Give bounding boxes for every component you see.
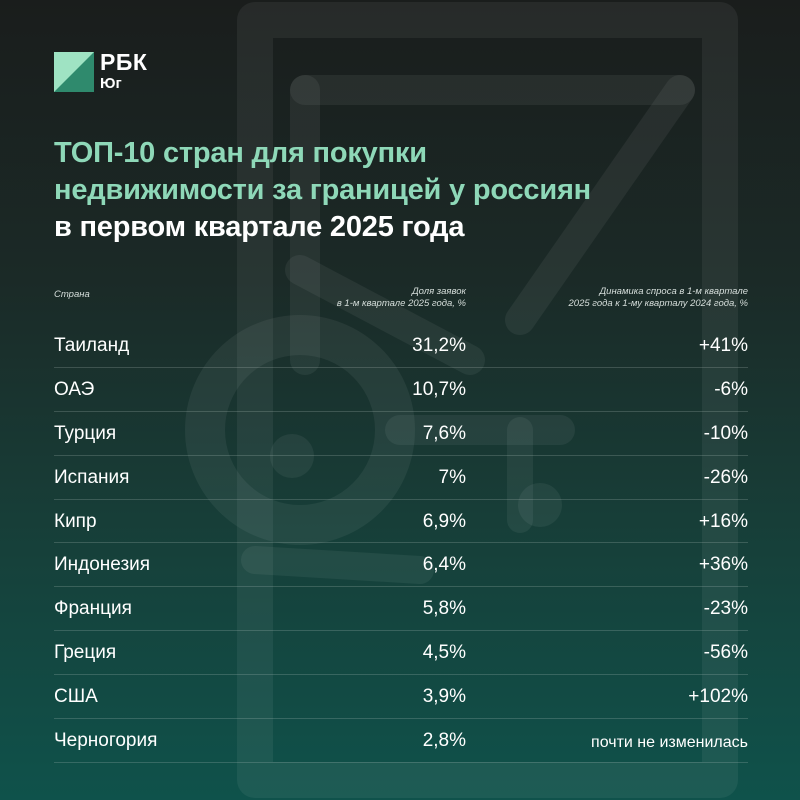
dynamics-value: -23% (703, 598, 748, 620)
share-value: 5,8% (422, 598, 466, 620)
share-value: 6,4% (422, 554, 466, 576)
share-value: 2,8% (422, 730, 466, 752)
country-name: ОАЭ (54, 378, 95, 400)
column-header-dynamics: Динамика спроса в 1-м квартале 2025 года… (480, 286, 749, 310)
share-value: 31,2% (412, 335, 466, 356)
share-value: 7% (438, 466, 466, 488)
table-row: Черногория 2,8% почти не изменилась (54, 719, 748, 763)
country-name: Турция (54, 422, 117, 444)
dynamics-value: -56% (703, 642, 748, 664)
share-value: 4,5% (422, 642, 466, 664)
headline-line-1: ТОП-10 стран для покупки (54, 137, 427, 169)
table-row: Кипр 6,9% +16% (54, 500, 748, 544)
share-value: 7,6% (422, 422, 466, 444)
dynamics-value: +102% (688, 686, 748, 708)
headline: ТОП-10 стран для покупки недвижимости за… (54, 135, 591, 246)
brand-name: РБК (100, 49, 148, 75)
table-row: Греция 4,5% -56% (54, 631, 748, 676)
table-row: Индонезия 6,4% +36% (54, 543, 748, 588)
country-name: Таиланд (54, 335, 130, 356)
column-header-country: Страна (54, 289, 90, 300)
dynamics-value: -6% (714, 378, 748, 400)
country-name: Черногория (54, 730, 158, 752)
table-row: Франция 5,8% -23% (54, 587, 748, 632)
country-name: Франция (54, 598, 132, 620)
country-name: Греция (54, 642, 117, 664)
country-name: Испания (54, 466, 130, 488)
table-row: ОАЭ 10,7% -6% (54, 368, 748, 412)
headline-line-2: недвижимости за границей у россиян (54, 174, 591, 206)
rbc-logo-icon (54, 52, 94, 92)
column-header-share: Доля заявок в 1-м квартале 2025 года, % (290, 286, 466, 310)
dynamics-value: +16% (698, 510, 748, 532)
dynamics-value: -10% (703, 422, 748, 444)
brand-region: Юг (100, 75, 122, 92)
country-name: Кипр (54, 510, 97, 532)
country-name: Индонезия (54, 554, 151, 576)
dynamics-value: почти не изменилась (591, 734, 748, 752)
headline-line-3: в первом квартале 2025 года (54, 211, 465, 243)
share-value: 3,9% (422, 686, 466, 708)
column-header-share-line-1: Доля заявок (411, 286, 466, 297)
share-value: 6,9% (422, 510, 466, 532)
column-header-dynamics-line-1: Динамика спроса в 1-м квартале (599, 286, 748, 297)
dynamics-value: +41% (698, 335, 748, 356)
table-row: Таиланд 31,2% +41% (54, 324, 748, 368)
share-value: 10,7% (412, 378, 466, 400)
column-header-dynamics-line-2: 2025 года к 1-му кварталу 2024 года, % (568, 298, 749, 309)
ranking-table: Таиланд 31,2% +41% ОАЭ 10,7% -6% Турция … (54, 324, 748, 763)
country-name: США (54, 686, 98, 708)
table-row: США 3,9% +102% (54, 675, 748, 720)
dynamics-value: +36% (698, 554, 748, 576)
table-row: Турция 7,6% -10% (54, 412, 748, 456)
dynamics-value: -26% (703, 466, 748, 488)
column-header-share-line-2: в 1-м квартале 2025 года, % (336, 298, 466, 309)
table-row: Испания 7% -26% (54, 456, 748, 500)
